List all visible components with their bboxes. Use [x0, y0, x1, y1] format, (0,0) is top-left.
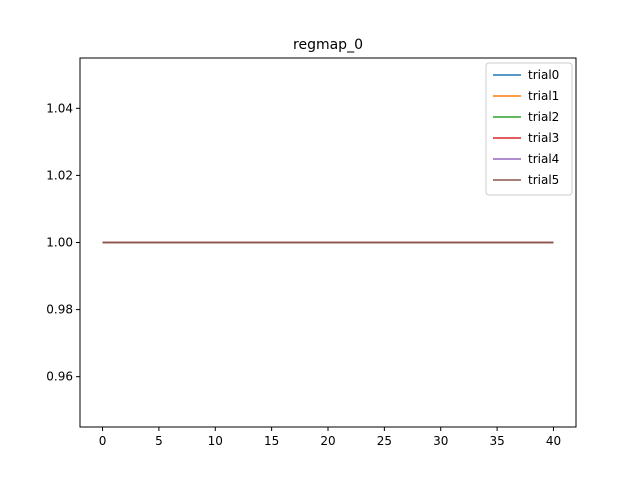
y-tick-label: 1.02: [46, 168, 73, 182]
legend-label: trial1: [528, 89, 559, 103]
x-tick-label: 25: [377, 434, 392, 448]
legend-label: trial4: [528, 152, 559, 166]
legend-label: trial0: [528, 68, 559, 82]
legend: trial0 trial1 trial2 trial3 trial4 trial5: [485, 62, 573, 196]
legend-label: trial3: [528, 131, 559, 145]
chart-title: regmap_0: [293, 37, 363, 53]
y-axis: 0.96 0.98 1.00 1.02 1.04: [46, 101, 80, 384]
x-tick-label: 20: [320, 434, 335, 448]
x-tick-label: 30: [433, 434, 448, 448]
x-tick-label: 35: [489, 434, 504, 448]
x-tick-label: 15: [264, 434, 279, 448]
legend-label: trial2: [528, 110, 559, 124]
x-axis: 0 5 10 15 20 25 30 35 40: [99, 427, 561, 448]
y-tick-label: 1.04: [46, 101, 73, 115]
x-tick-label: 10: [208, 434, 223, 448]
y-tick-label: 0.98: [46, 303, 73, 317]
y-tick-label: 1.00: [46, 236, 73, 250]
x-tick-label: 40: [546, 434, 561, 448]
x-tick-label: 0: [99, 434, 107, 448]
legend-label: trial5: [528, 173, 559, 187]
plot-frame: [79, 57, 577, 428]
y-tick-label: 0.96: [46, 370, 73, 384]
x-tick-label: 5: [155, 434, 163, 448]
